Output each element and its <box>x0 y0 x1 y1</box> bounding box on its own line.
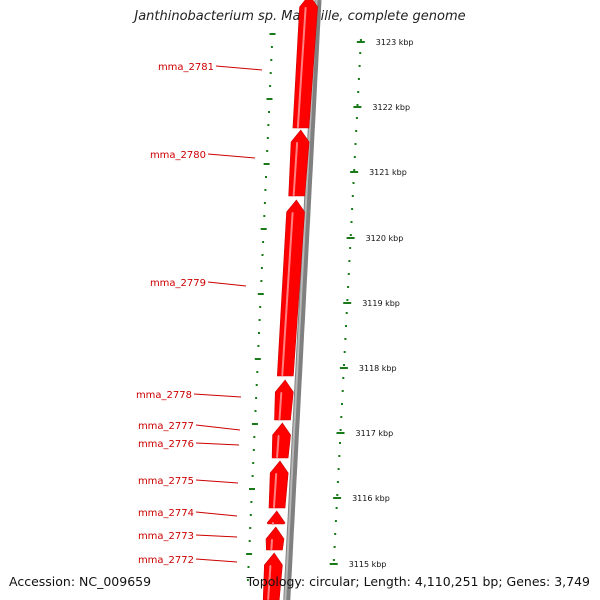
gene-label: mma_2776 <box>138 439 194 450</box>
gene-label: mma_2774 <box>138 508 194 519</box>
gene-label: mma_2777 <box>138 421 194 432</box>
gene-label-leader <box>193 393 242 398</box>
backbone-highlight <box>284 0 318 600</box>
backbone-line <box>283 0 322 600</box>
scale-label: 3121 kbp <box>369 168 407 177</box>
gene-labels: mma_2781 mma_2780 mma_2779 mma_2778 mma_2777… <box>136 62 263 566</box>
gene-arrow-highlight <box>278 392 283 420</box>
scale-label: 3116 kbp <box>352 494 390 503</box>
gene-arrow <box>268 460 289 509</box>
gene-arrow-highlight <box>281 212 294 376</box>
gene-label-leader <box>195 424 241 431</box>
gene-arrow-highlight <box>273 473 278 508</box>
gene-arrow <box>274 379 294 421</box>
gene-arrow-highlight <box>270 539 273 550</box>
genome-stats-text: Topology: circular; Length: 4,110,251 bp… <box>246 574 590 589</box>
scale-label: 3117 kbp <box>356 429 394 438</box>
genome-backbone <box>283 0 322 600</box>
gene-arrow-highlight <box>276 435 280 458</box>
gene-track <box>262 0 318 600</box>
tick-marks <box>246 33 362 581</box>
gene-label-leader <box>207 281 247 287</box>
gene-arrow-highlight <box>267 565 272 600</box>
gene-arrow <box>271 422 291 459</box>
scale-labels: 3123 kbp 3122 kbp 3121 kbp 3120 kbp 3119 kbp… <box>329 38 414 569</box>
gene-label: mma_2772 <box>138 555 194 566</box>
gene-label-leader <box>215 65 263 71</box>
gene-label: mma_2781 <box>158 62 214 73</box>
gene-arrow-highlight <box>292 142 299 196</box>
gene-label: mma_2780 <box>150 150 206 161</box>
gene-arrow <box>265 526 285 551</box>
gene-arrow-highlight <box>296 7 307 128</box>
scale-label: 3115 kbp <box>349 560 387 569</box>
gene-label: mma_2773 <box>138 531 194 542</box>
scale-label: 3120 kbp <box>366 234 404 243</box>
gene-label-leader <box>195 511 238 517</box>
scale-label: 3119 kbp <box>362 299 400 308</box>
gene-label: mma_2778 <box>136 390 192 401</box>
gene-label-leader <box>195 558 238 563</box>
scale-label: 3118 kbp <box>359 364 397 373</box>
gene-label-leader <box>195 479 239 484</box>
gene-label: mma_2779 <box>150 278 206 289</box>
gene-label-leader <box>195 442 240 446</box>
gene-label-leader <box>195 534 238 538</box>
accession-text: Accession: NC_009659 <box>9 574 152 589</box>
gene-label: mma_2775 <box>138 476 194 487</box>
scale-label: 3122 kbp <box>372 103 410 112</box>
gene-arrow <box>266 510 286 525</box>
scale-label: 3123 kbp <box>376 38 414 47</box>
gene-label-leader <box>207 153 256 159</box>
